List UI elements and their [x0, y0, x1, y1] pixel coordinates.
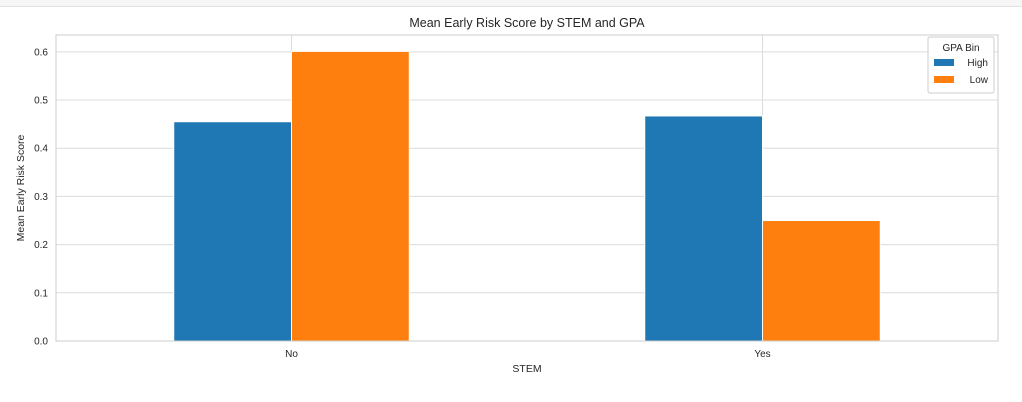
bar-low-no: [291, 50, 410, 342]
legend-title: GPA Bin: [942, 43, 979, 54]
x-axis-label: STEM: [512, 363, 541, 375]
x-tick-label: No: [285, 349, 298, 360]
y-tick-label: 0.4: [34, 144, 48, 155]
legend-swatch-high: [934, 59, 954, 66]
y-tick-label: 0.2: [34, 240, 48, 251]
chart-title: Mean Early Risk Score by STEM and GPA: [409, 16, 645, 30]
y-tick-label: 0.6: [34, 47, 48, 58]
top-strip: [0, 0, 1022, 7]
y-axis-label: Mean Early Risk Score: [15, 134, 27, 241]
plot-frame: [55, 34, 999, 342]
legend-label-high: High: [967, 58, 988, 69]
legend-swatch-low: [934, 76, 954, 83]
bar-high-yes: [644, 115, 763, 342]
y-tick-label: 0.1: [34, 288, 48, 299]
y-tick-label: 0.5: [34, 96, 48, 107]
y-tick-label: 0.0: [34, 337, 48, 348]
x-tick-label: Yes: [754, 349, 770, 360]
bar-high-no: [173, 121, 292, 342]
bars: [173, 50, 881, 342]
bar-low-yes: [762, 220, 881, 342]
y-tick-label: 0.3: [34, 192, 48, 203]
x-ticks: No Yes: [285, 349, 771, 360]
legend-label-low: Low: [970, 75, 989, 86]
y-ticks: 0.0 0.1 0.2 0.3 0.4 0.5 0.6: [34, 47, 48, 347]
legend: GPA Bin High Low: [927, 36, 995, 94]
